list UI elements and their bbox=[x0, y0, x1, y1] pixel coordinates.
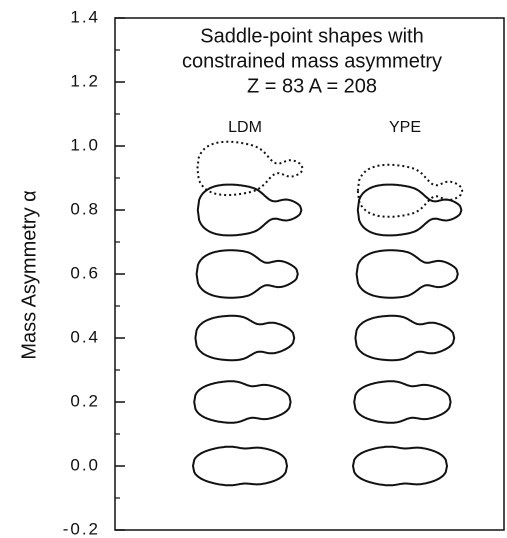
shape bbox=[195, 249, 299, 299]
y-tick-label: -0.2 bbox=[63, 519, 100, 538]
y-tick-label: 0.6 bbox=[70, 263, 100, 282]
legend-label: YPE bbox=[389, 119, 421, 136]
dotted-shape bbox=[356, 163, 464, 218]
shape bbox=[191, 445, 289, 487]
title-line: constrained mass asymmetry bbox=[182, 50, 442, 72]
y-tick-label: 0.8 bbox=[70, 199, 100, 218]
title-line: Saddle-point shapes with bbox=[200, 25, 423, 47]
shape bbox=[196, 183, 303, 237]
title-line: Z = 83 A = 208 bbox=[247, 75, 377, 97]
shape bbox=[351, 445, 449, 487]
shape bbox=[356, 183, 463, 237]
y-tick-label: 0.0 bbox=[70, 455, 100, 474]
legend-label: LDM bbox=[228, 119, 262, 136]
shape bbox=[353, 380, 452, 424]
y-tick-label: 0.2 bbox=[70, 391, 100, 410]
y-tick-label: 1.4 bbox=[70, 7, 100, 26]
shape bbox=[194, 314, 296, 362]
shape bbox=[193, 380, 292, 424]
y-axis-label: Mass Asymmetry α bbox=[18, 190, 40, 359]
dotted-shape bbox=[196, 140, 304, 197]
y-tick-label: 0.4 bbox=[70, 327, 100, 346]
y-tick-label: 1.2 bbox=[70, 71, 100, 90]
y-tick-label: 1.0 bbox=[70, 135, 100, 154]
shape bbox=[354, 314, 456, 362]
shape bbox=[355, 249, 459, 299]
